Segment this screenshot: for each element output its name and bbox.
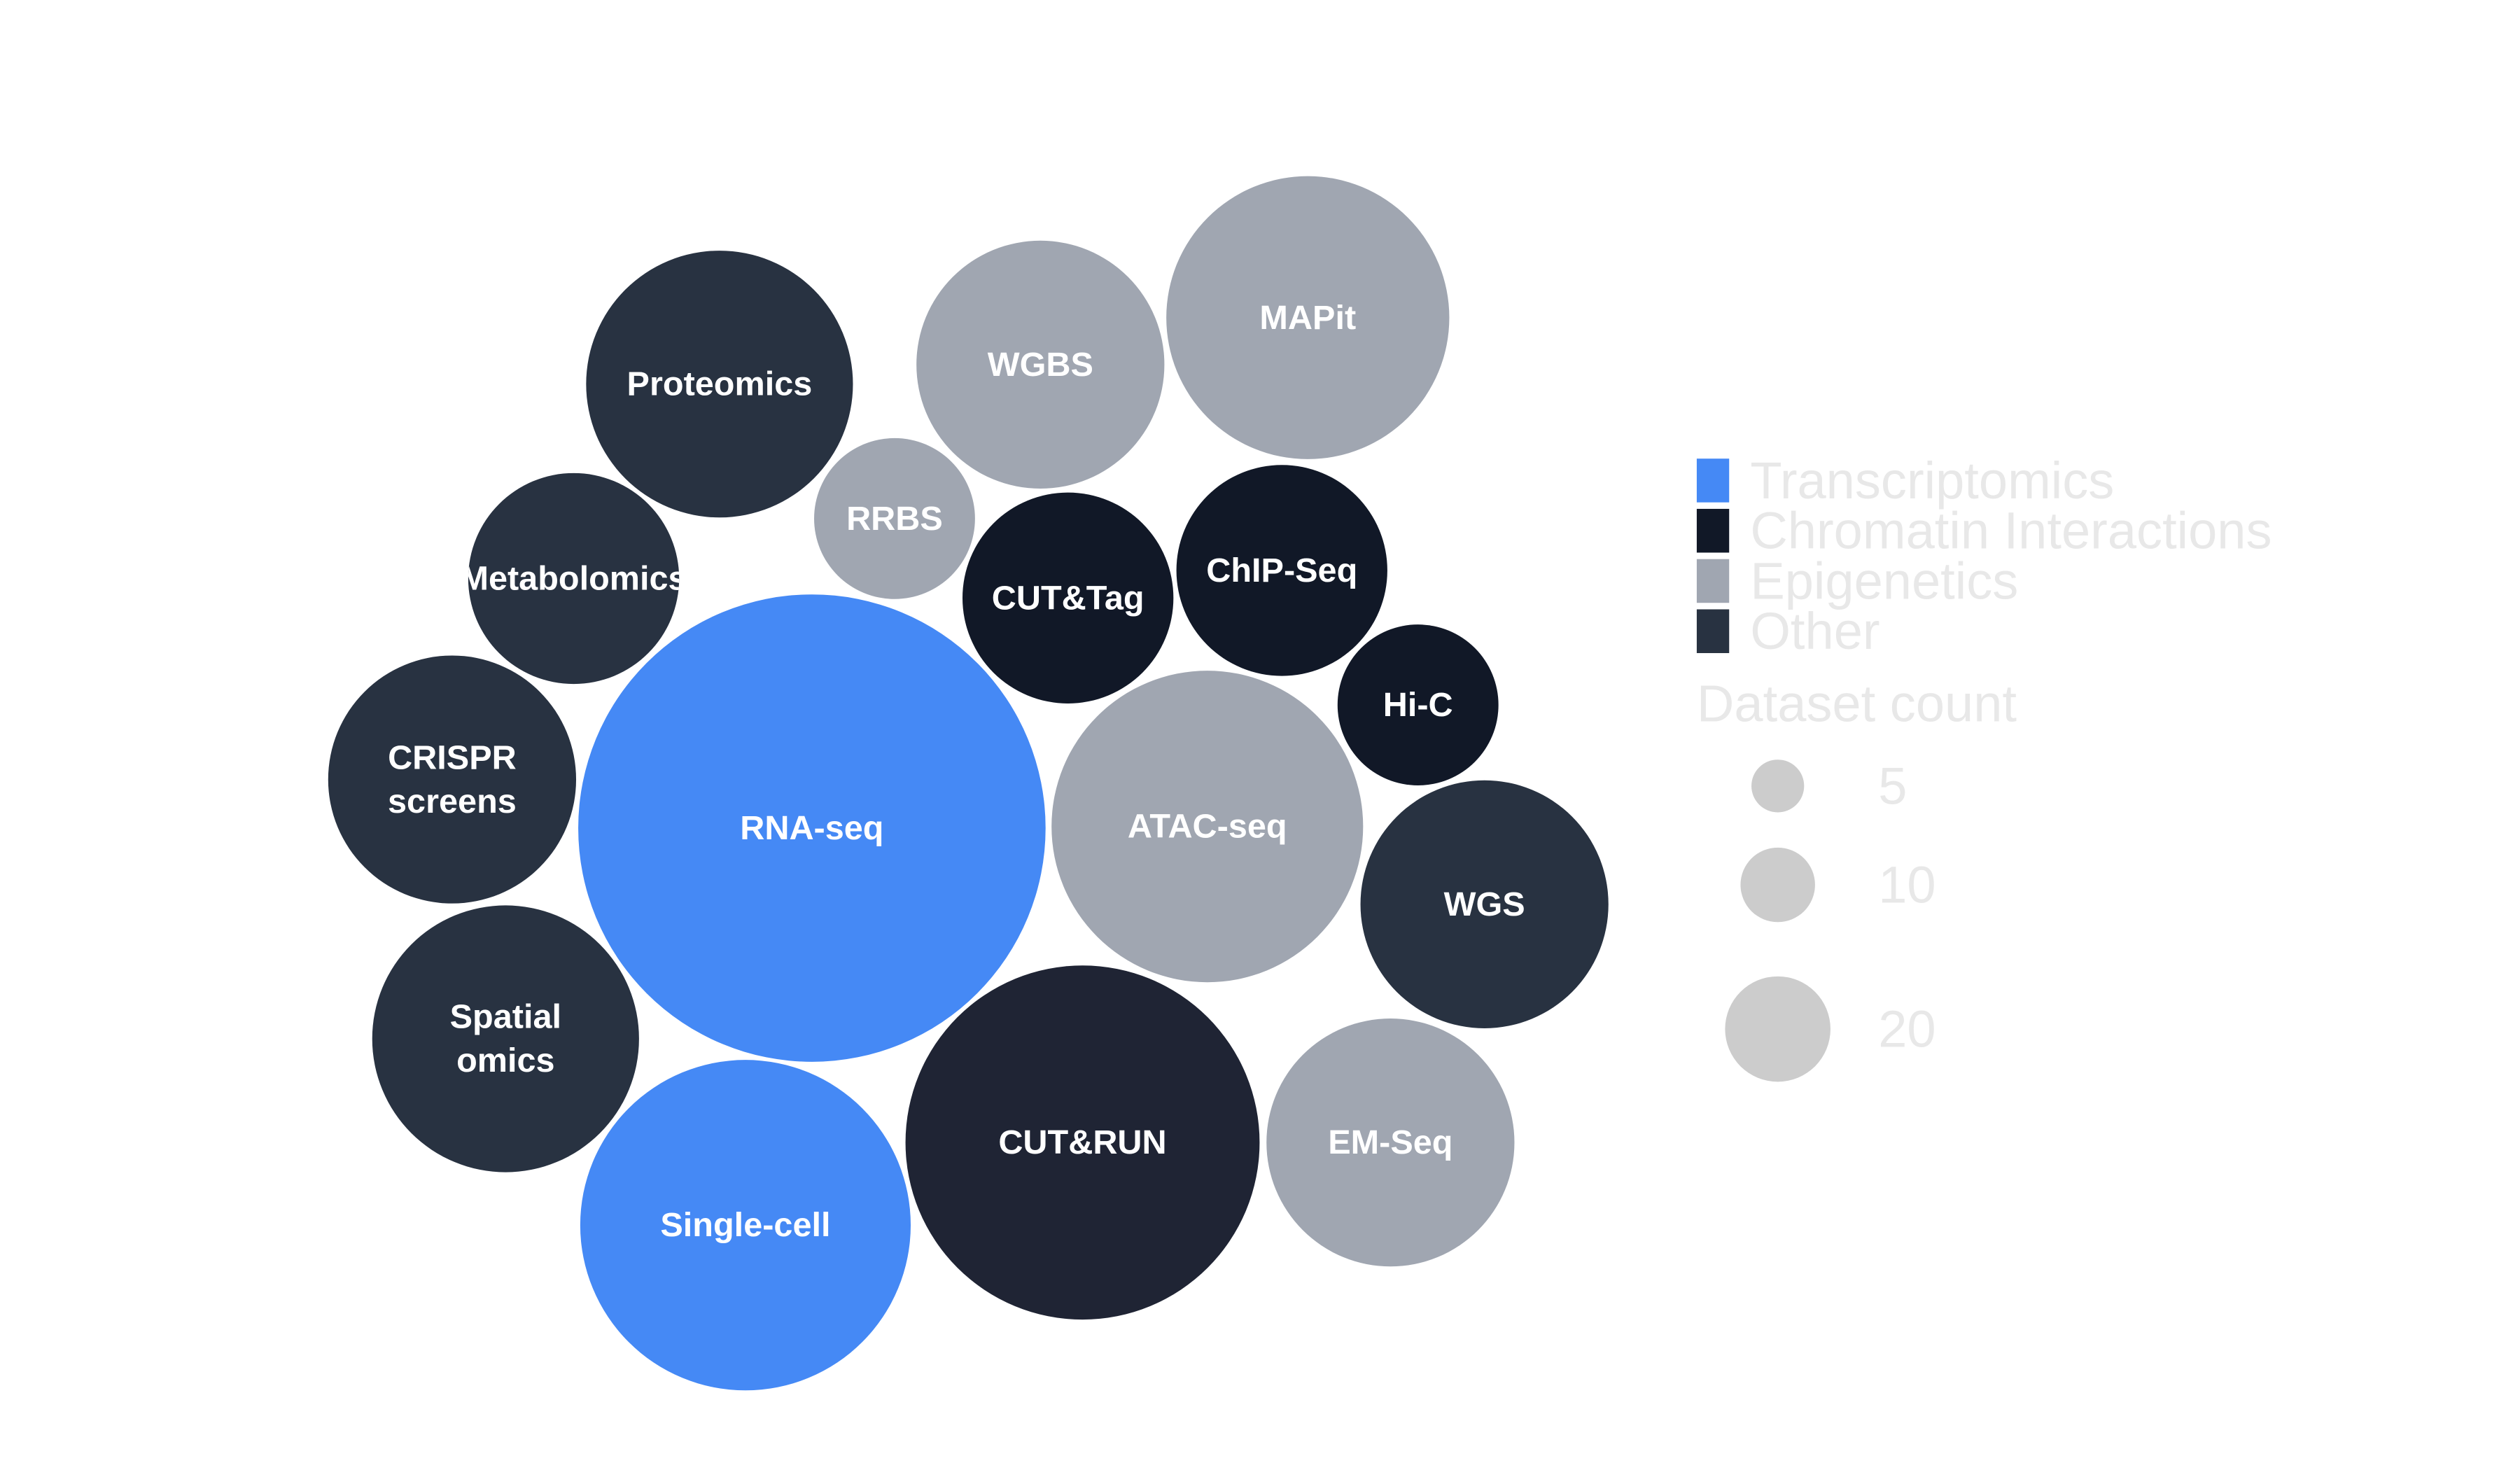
legend-label-transcriptomics: Transcriptomics [1750,451,2114,510]
bubble-spatial-omics: Spatial omics [372,905,639,1172]
legend-label-epigenetics: Epigenetics [1750,552,2018,610]
bubble-label-atac-seq: ATAC-seq [1128,808,1287,846]
size-legend-title: Dataset count [1697,674,2017,732]
bubble-label-wgs: WGS [1444,886,1525,923]
bubble-rrbs: RRBS [814,438,975,599]
bubble-label-metabolomics: Metabolomics [460,559,687,597]
bubble-cut-and-tag: CUT&Tag [962,492,1174,704]
legend-item-transcriptomics: Transcriptomics [1696,451,2114,510]
bubble-circle-proteomics [586,251,853,518]
bubble-em-seq: EM-Seq [1266,1018,1515,1267]
bubble-mapit: MAPit [1166,176,1450,459]
bubble-label-rna-seq: RNA-seq [740,809,883,847]
bubbles-layer: RNA-seq Single-cell CUT&RUN CUT&Tag ChIP-Seq… [328,176,1609,1391]
bubble-circle-mapit [1166,176,1450,459]
bubble-label-single-cell: Single-cell [660,1206,830,1244]
bubble-rna-seq: RNA-seq [578,594,1046,1062]
bubble-label-rrbs: RRBS [846,500,943,538]
bubble-label-chip-seq: ChIP-Seq [1206,552,1357,589]
bubble-chip-seq: ChIP-Seq [1176,465,1387,676]
legend-swatch-chromatin-interactions [1696,508,1730,553]
bubble-hi-c: Hi-C [1337,624,1499,785]
size-legend-label-10: 10 [1878,856,1935,914]
bubble-circle-wgbs [916,240,1165,489]
bubble-circle-rna-seq [578,594,1046,1062]
size-legend-item-5: 5 [1751,757,1907,815]
bubble-wgs: WGS [1360,780,1609,1028]
size-legend-circle-5 [1751,760,1805,813]
bubble-circle-cut-and-run [905,965,1260,1320]
size-legend-circle-20 [1725,976,1830,1082]
size-legend-label-20: 20 [1878,1000,1935,1058]
bubble-atac-seq: ATAC-seq [1051,671,1364,983]
bubble-proteomics: Proteomics [586,251,853,518]
bubble-circle-spatial-omics [372,905,639,1172]
bubble-circle-rrbs [814,438,975,599]
bubble-label-wgbs: WGBS [988,346,1093,384]
bubble-label-crispr-screens: CRISPR screens [388,738,517,820]
bubble-circle-cut-and-tag [962,492,1174,704]
size-legend-item-10: 10 [1740,847,1936,923]
bubble-label-cut-and-tag: CUT&Tag [992,579,1144,617]
bubble-circle-chip-seq [1176,465,1387,676]
bubble-crispr-screens: CRISPR screens [328,655,577,904]
bubble-circle-em-seq [1266,1018,1515,1267]
bubble-metabolomics: Metabolomics [460,472,687,685]
legend-swatch-transcriptomics [1696,458,1730,503]
size-legend-label-5: 5 [1878,757,1907,815]
bubble-circle-crispr-screens [328,655,577,904]
legend-swatch-epigenetics [1696,559,1730,603]
bubble-cut-and-run: CUT&RUN [905,965,1260,1320]
legend-item-epigenetics: Epigenetics [1696,552,2018,610]
bubble-label-mapit: MAPit [1259,299,1356,337]
legend-item-other: Other [1696,602,1880,660]
bubble-label-em-seq: EM-Seq [1328,1124,1452,1161]
bubble-circle-atac-seq [1051,671,1364,983]
bubble-circle-metabolomics [468,472,680,685]
size-legend-circle-10 [1740,847,1815,923]
bubble-circle-wgs [1360,780,1609,1028]
bubble-circle-single-cell [580,1060,911,1391]
size-legend-item-20: 20 [1725,976,1936,1082]
bubble-label-proteomics: Proteomics [627,365,813,403]
bubble-label-spatial-omics: Spatial omics [450,998,561,1080]
bubble-circle-hi-c [1337,624,1499,785]
bubble-label-cut-and-run: CUT&RUN [998,1124,1166,1161]
legend-swatch-other [1696,609,1730,653]
legend-label-chromatin-interactions: Chromatin Interactions [1750,502,2272,560]
legend-label-other: Other [1750,602,1879,660]
bubble-wgbs: WGBS [916,240,1165,489]
bubble-label-hi-c: Hi-C [1383,686,1453,724]
bubble-single-cell: Single-cell [580,1060,911,1391]
legend-item-chromatin-interactions: Chromatin Interactions [1696,502,2272,560]
